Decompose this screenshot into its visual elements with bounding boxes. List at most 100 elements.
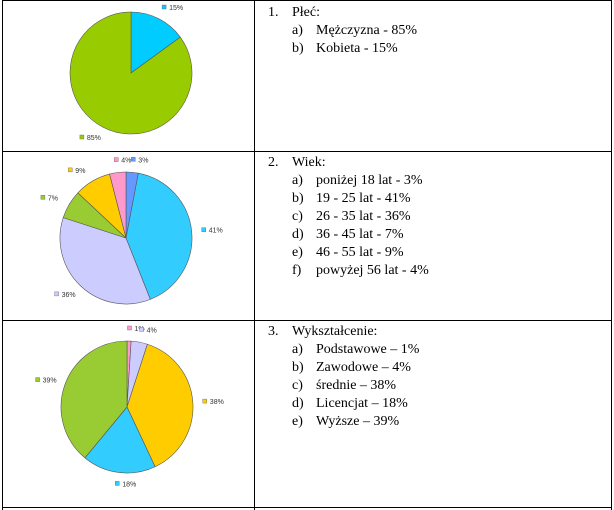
table-row-divider-2 [2, 320, 612, 321]
section-number: 3. [268, 324, 279, 339]
slice-value-label: 4% [147, 327, 157, 334]
list-item: c) 26 - 35 lat - 36% [292, 208, 429, 226]
section-title: Wykształcenie: [292, 324, 378, 339]
list-item: f) powyżej 56 lat - 4% [292, 262, 429, 280]
pie-chart-gender: 15% 85% [69, 4, 193, 142]
slice-label: 18% [114, 481, 136, 488]
item-letter: f) [292, 263, 302, 278]
table-divider-column [254, 0, 255, 510]
item-text: powyżej 56 lat - 4% [316, 263, 429, 278]
slice-value-label: 85% [87, 135, 101, 142]
table-border-left [2, 0, 3, 510]
label-swatch [161, 4, 167, 10]
section-age: 2. Wiek: a) poniżej 18 lat - 3% b) 19 - 25 … [268, 154, 429, 280]
slice-label: 4% [113, 157, 131, 165]
item-text: poniżej 18 lat - 3% [316, 173, 423, 188]
answer-list: a) Podstawowe – 1% b) Zawodowe – 4% c) śred… [268, 341, 419, 431]
label-swatch [113, 157, 119, 162]
list-item: a) Mężczyzna - 85% [292, 22, 417, 40]
item-letter: b) [292, 41, 304, 56]
item-text: Wyższe – 39% [316, 414, 400, 429]
slice-value-label: 18% [122, 481, 136, 488]
slice-label: 39% [35, 377, 57, 385]
list-item: d) 36 - 45 lat - 7% [292, 226, 429, 244]
label-swatch [79, 134, 85, 140]
item-letter: b) [292, 191, 304, 206]
section-number: 2. [268, 155, 279, 170]
list-item: e) Wyższe – 39% [292, 413, 419, 431]
list-item: a) Podstawowe – 1% [292, 341, 419, 359]
slice-label: 41% [201, 227, 223, 235]
table-row-divider-3 [2, 507, 612, 508]
label-swatch [139, 327, 144, 332]
slice-label: 15% [161, 4, 183, 12]
item-text: 19 - 25 lat - 41% [316, 191, 411, 206]
slice-label: 85% [79, 134, 101, 142]
label-swatch [35, 377, 40, 382]
item-letter: e) [292, 414, 303, 429]
section-title: Wiek: [292, 155, 326, 170]
pie-slice [109, 171, 127, 239]
label-swatch [131, 157, 136, 162]
slice-label: 4% [139, 327, 157, 334]
pie-slice [130, 11, 181, 74]
item-text: Licencjat – 18% [316, 396, 408, 411]
pie-slice [125, 172, 193, 300]
item-text: Kobieta - 15% [316, 41, 398, 56]
slice-value-label: 39% [43, 378, 57, 385]
list-item: b) Kobieta - 15% [292, 40, 417, 58]
label-swatch [54, 291, 59, 297]
section-title: Płeć: [292, 5, 320, 20]
list-item: c) średnie – 38% [292, 377, 419, 395]
item-letter: d) [292, 227, 304, 242]
label-swatch [201, 227, 206, 232]
item-letter: a) [292, 342, 303, 357]
item-text: średnie – 38% [316, 378, 397, 393]
slice-value-label: 38% [210, 399, 224, 406]
section-education: 3. Wykształcenie: a) Podstawowe – 1% b) Zaw… [268, 323, 419, 431]
slice-label: 7% [40, 195, 58, 202]
table-row-divider-1 [2, 151, 612, 152]
pie-chart-age: 3% 41% 36% 7% 9% 4% [40, 157, 223, 305]
pie-slice [60, 340, 128, 459]
item-text: Podstawowe – 1% [316, 342, 420, 357]
item-letter: e) [292, 245, 303, 260]
pie-slice [126, 343, 194, 468]
pie-slice [59, 217, 151, 305]
label-swatch [127, 325, 132, 331]
item-text: 46 - 55 lat - 9% [316, 245, 404, 260]
table-border-top [2, 0, 612, 1]
list-item: a) poniżej 18 lat - 3% [292, 172, 429, 190]
list-item: b) Zawodowe – 4% [292, 359, 419, 377]
slice-value-label: 36% [62, 292, 76, 299]
item-text: Mężczyzna - 85% [316, 23, 418, 38]
section-gender: 1. Płeć: a) Mężczyzna - 85% b) Kobieta - 15… [268, 4, 417, 58]
item-letter: c) [292, 378, 303, 393]
slice-value-label: 3% [138, 157, 148, 164]
item-text: 36 - 45 lat - 7% [316, 227, 404, 242]
item-text: 26 - 35 lat - 36% [316, 209, 411, 224]
list-item: b) 19 - 25 lat - 41% [292, 190, 429, 208]
list-item: e) 46 - 55 lat - 9% [292, 244, 429, 262]
slice-label: 3% [131, 157, 148, 164]
section-number: 1. [268, 5, 279, 20]
item-letter: d) [292, 396, 304, 411]
label-swatch [202, 398, 208, 404]
item-letter: c) [292, 209, 303, 224]
item-letter: b) [292, 360, 304, 375]
pie-slice [84, 406, 156, 474]
label-swatch [114, 481, 120, 486]
slice-label: 9% [68, 167, 85, 175]
answer-list: a) Mężczyzna - 85% b) Kobieta - 15% [268, 22, 417, 58]
item-letter: a) [292, 173, 303, 188]
slice-label: 36% [54, 291, 76, 299]
slice-value-label: 9% [75, 168, 85, 175]
label-swatch [40, 195, 46, 200]
slice-value-label: 4% [121, 158, 131, 165]
pie-slice [69, 11, 193, 135]
slice-value-label: 41% [209, 228, 223, 235]
slice-label: 38% [202, 398, 224, 406]
label-swatch [68, 167, 73, 173]
item-text: Zawodowe – 4% [316, 360, 411, 375]
list-item: d) Licencjat – 18% [292, 395, 419, 413]
